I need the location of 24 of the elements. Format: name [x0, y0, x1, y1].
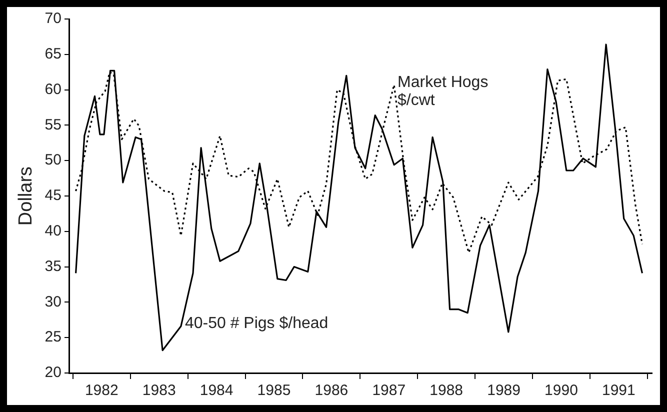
- y-tick-label: 65: [44, 46, 62, 63]
- y-tick-label: 70: [44, 10, 62, 28]
- y-tick-label: 25: [44, 328, 62, 346]
- x-tick-label: 1982: [84, 382, 118, 400]
- y-tick-label: 50: [44, 152, 62, 169]
- x-tick-label: 1989: [487, 382, 520, 400]
- y-tick-label: 40: [44, 222, 62, 240]
- x-tick-label: 1987: [372, 382, 406, 400]
- annotation: Market Hogs $/cwt: [398, 74, 488, 110]
- y-tick-label: 55: [44, 116, 62, 134]
- y-tick-label: 60: [44, 80, 62, 98]
- x-tick-label: 1990: [544, 382, 578, 400]
- x-tick-label: 1991: [602, 382, 636, 400]
- y-tick-label: 35: [44, 258, 62, 275]
- x-tick-label: 1988: [430, 382, 464, 400]
- annotation: 40-50 # Pigs $/head: [184, 314, 328, 332]
- x-tick-label: 1984: [200, 382, 234, 400]
- x-tick-label: 1983: [142, 382, 176, 400]
- x-tick-label: 1986: [314, 382, 348, 400]
- x-tick-label: 1985: [257, 382, 291, 400]
- y-tick-label: 45: [44, 187, 62, 204]
- y-tick-label: 30: [44, 293, 62, 310]
- y-tick-label: 20: [44, 364, 62, 382]
- y-axis-title: Dollars: [16, 166, 37, 226]
